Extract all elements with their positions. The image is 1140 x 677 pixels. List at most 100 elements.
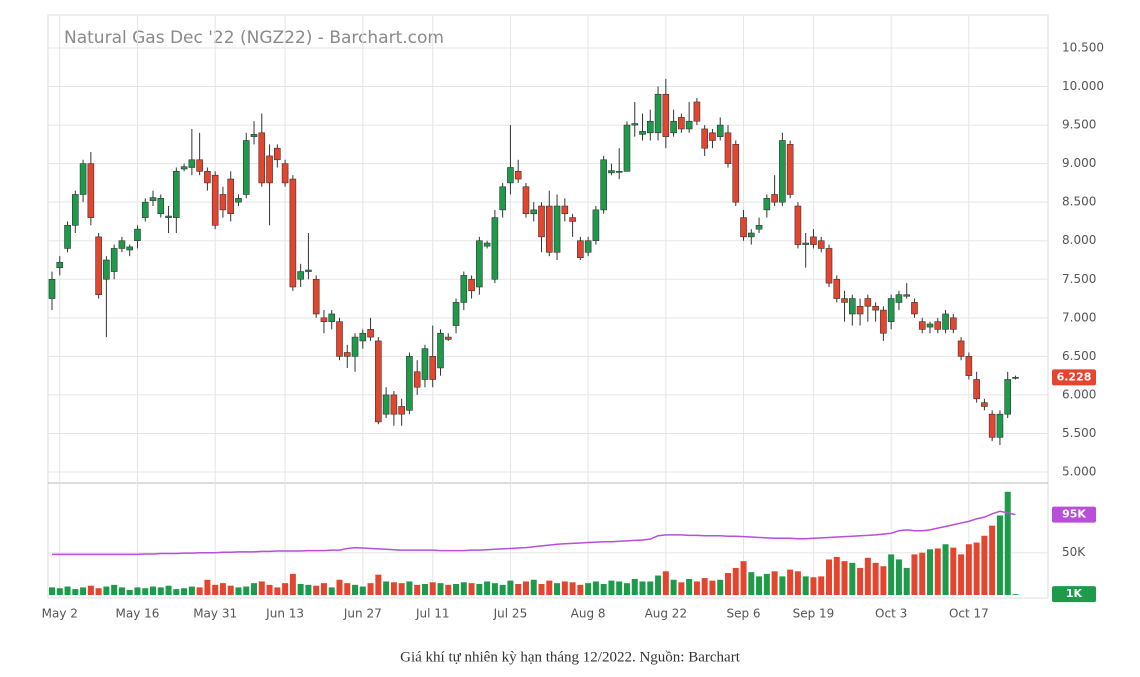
candle-body <box>584 240 592 253</box>
candle-body <box>794 205 802 245</box>
candle-body <box>297 271 304 280</box>
candle-body <box>918 321 926 330</box>
candle-body <box>173 171 180 218</box>
volume-bar <box>895 559 902 595</box>
candle-body <box>95 236 102 295</box>
volume-bar <box>453 584 460 595</box>
volume-bar <box>934 548 941 595</box>
candle-body <box>149 197 157 201</box>
candle-body <box>872 305 879 311</box>
value-tag-label: 95K <box>1062 508 1086 521</box>
value-tag <box>1052 586 1096 603</box>
volume-bar <box>188 586 195 595</box>
candle-body <box>957 340 965 357</box>
volume-bar <box>639 581 646 595</box>
candle-body <box>600 159 607 211</box>
candle-body <box>732 144 740 203</box>
volume-bar <box>142 588 149 595</box>
candle-body <box>141 201 149 218</box>
candle-body <box>499 186 506 211</box>
volume-bar <box>328 587 335 595</box>
candle-body <box>289 178 297 288</box>
candle-body <box>211 174 219 226</box>
volume-bar <box>429 582 436 595</box>
volume-bar <box>266 584 273 595</box>
volume-bar <box>763 573 770 595</box>
volume-bar <box>468 583 475 595</box>
candle-body <box>849 298 856 315</box>
candle-body <box>522 186 530 215</box>
candle-body <box>639 130 646 135</box>
y-tick-label: 6.000 <box>1062 387 1096 401</box>
candle-body <box>491 217 499 280</box>
volume-bar <box>732 567 739 595</box>
candle-body <box>631 123 639 126</box>
candle-body <box>561 205 569 215</box>
volume-bar <box>437 583 444 595</box>
volume-bar <box>157 587 164 595</box>
volume-bar <box>150 586 157 595</box>
candle-body <box>817 240 825 249</box>
candle-body <box>1012 377 1019 379</box>
candle-body <box>452 302 460 326</box>
volume-bar <box>958 554 965 595</box>
candle-body <box>48 278 56 299</box>
volume-bar <box>126 589 133 595</box>
volume-bar <box>173 589 180 595</box>
x-tick-label: Jul 11 <box>415 607 450 621</box>
volume-bar <box>414 584 421 595</box>
volume-bar <box>717 579 724 595</box>
candle-body <box>242 140 250 195</box>
candle-body <box>437 332 444 369</box>
volume-bar <box>421 584 428 595</box>
y-tick-label: 10.500 <box>1062 41 1104 55</box>
volume-bar <box>981 535 988 595</box>
volume-bar <box>592 581 599 595</box>
candle-body <box>802 242 809 245</box>
volume-bar <box>655 575 662 595</box>
volume-bar <box>258 581 265 595</box>
candle-body <box>856 305 864 315</box>
volume-bar <box>289 573 296 595</box>
candle-body <box>266 155 273 184</box>
volume-bar <box>888 554 895 595</box>
candle-body <box>56 262 64 269</box>
y-tick-label: 5.000 <box>1062 465 1096 479</box>
volume-bar <box>903 567 910 595</box>
candle-body <box>654 93 662 134</box>
volume-bar <box>546 580 553 595</box>
candle-body <box>250 134 258 137</box>
volume-bar <box>522 581 529 595</box>
volume-bar <box>538 584 545 595</box>
volume-bar <box>56 588 63 595</box>
candle-body <box>887 298 895 322</box>
candle-body <box>545 205 553 253</box>
volume-bar <box>491 583 498 595</box>
volume-bar <box>989 525 996 595</box>
candle-body <box>483 242 491 247</box>
candle-body <box>693 101 701 122</box>
candle-body <box>351 336 359 357</box>
plot-frame <box>47 14 1049 599</box>
candle-body <box>747 232 755 238</box>
volume-bar <box>375 574 382 595</box>
candle-body <box>103 259 110 280</box>
candle-body <box>476 240 483 288</box>
candle-body <box>825 248 833 284</box>
volume-bar <box>554 583 561 595</box>
candle-body <box>716 124 724 137</box>
volume-bar <box>484 581 491 595</box>
candle-body <box>110 248 118 272</box>
volume-bar <box>787 569 794 595</box>
candle-body <box>468 278 475 292</box>
candle-body <box>623 124 631 172</box>
x-tick-label: May 16 <box>116 607 160 621</box>
y-tick-label: 7.000 <box>1062 310 1096 324</box>
candle-body <box>359 332 367 342</box>
volume-bar <box>802 576 809 595</box>
y-tick-label: 8.500 <box>1062 195 1096 209</box>
volume-bar <box>336 579 343 595</box>
x-tick-label: May 2 <box>42 607 78 621</box>
volume-bar <box>779 576 786 595</box>
